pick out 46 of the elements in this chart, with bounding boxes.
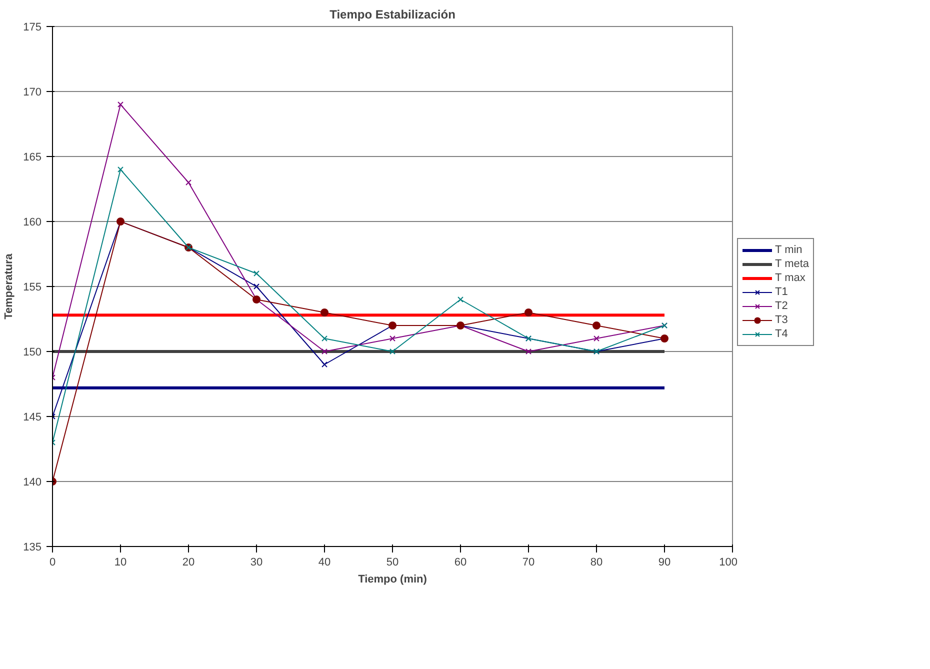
y-tick-label: 170 — [23, 86, 42, 98]
x-tick-label: 30 — [250, 556, 263, 568]
x-tick-label: 90 — [658, 556, 671, 568]
legend-label: T4 — [775, 327, 789, 341]
x-tick-label: 80 — [590, 556, 603, 568]
y-axis-title: Temperatura — [3, 252, 16, 320]
point — [390, 336, 396, 342]
point — [390, 348, 396, 354]
point — [526, 348, 532, 354]
x-tick-label: 60 — [454, 556, 467, 568]
legend-label: T min — [775, 243, 802, 257]
point — [592, 322, 600, 330]
point — [254, 284, 260, 290]
point — [320, 308, 328, 316]
chart-title: Tiempo Estabilización — [330, 8, 456, 22]
x-tick-label: 70 — [522, 556, 535, 568]
point — [594, 336, 600, 342]
x-tick-label: 10 — [114, 556, 127, 568]
x-tick-label: 50 — [386, 556, 399, 568]
x-tick-label: 40 — [318, 556, 331, 568]
x-tick-label: 100 — [719, 556, 738, 568]
y-tick-label: 135 — [23, 542, 42, 554]
y-tick-label: 140 — [23, 476, 42, 488]
point — [322, 348, 328, 354]
legend-label: T2 — [775, 299, 789, 313]
y-tick-label: 150 — [23, 346, 42, 358]
legend-label: T meta — [775, 257, 810, 271]
point — [322, 336, 328, 342]
x-tick-label: 20 — [182, 556, 195, 568]
y-tick-label: 145 — [23, 412, 42, 424]
point — [186, 180, 192, 186]
x-tick-label: 0 — [49, 556, 56, 568]
legend-label: T3 — [775, 313, 789, 327]
point — [524, 308, 532, 316]
point — [118, 166, 124, 172]
point — [458, 296, 464, 302]
y-tick-label: 165 — [23, 152, 42, 164]
legend-label: T1 — [775, 285, 789, 299]
y-tick-label: 155 — [23, 282, 42, 294]
y-tick-label: 160 — [23, 216, 42, 228]
point — [118, 102, 124, 108]
point — [322, 362, 328, 368]
x-axis-title: Tiempo (min) — [358, 574, 428, 586]
y-tick-label: 175 — [23, 22, 42, 34]
legend-label: T max — [775, 271, 806, 285]
point — [254, 270, 260, 276]
